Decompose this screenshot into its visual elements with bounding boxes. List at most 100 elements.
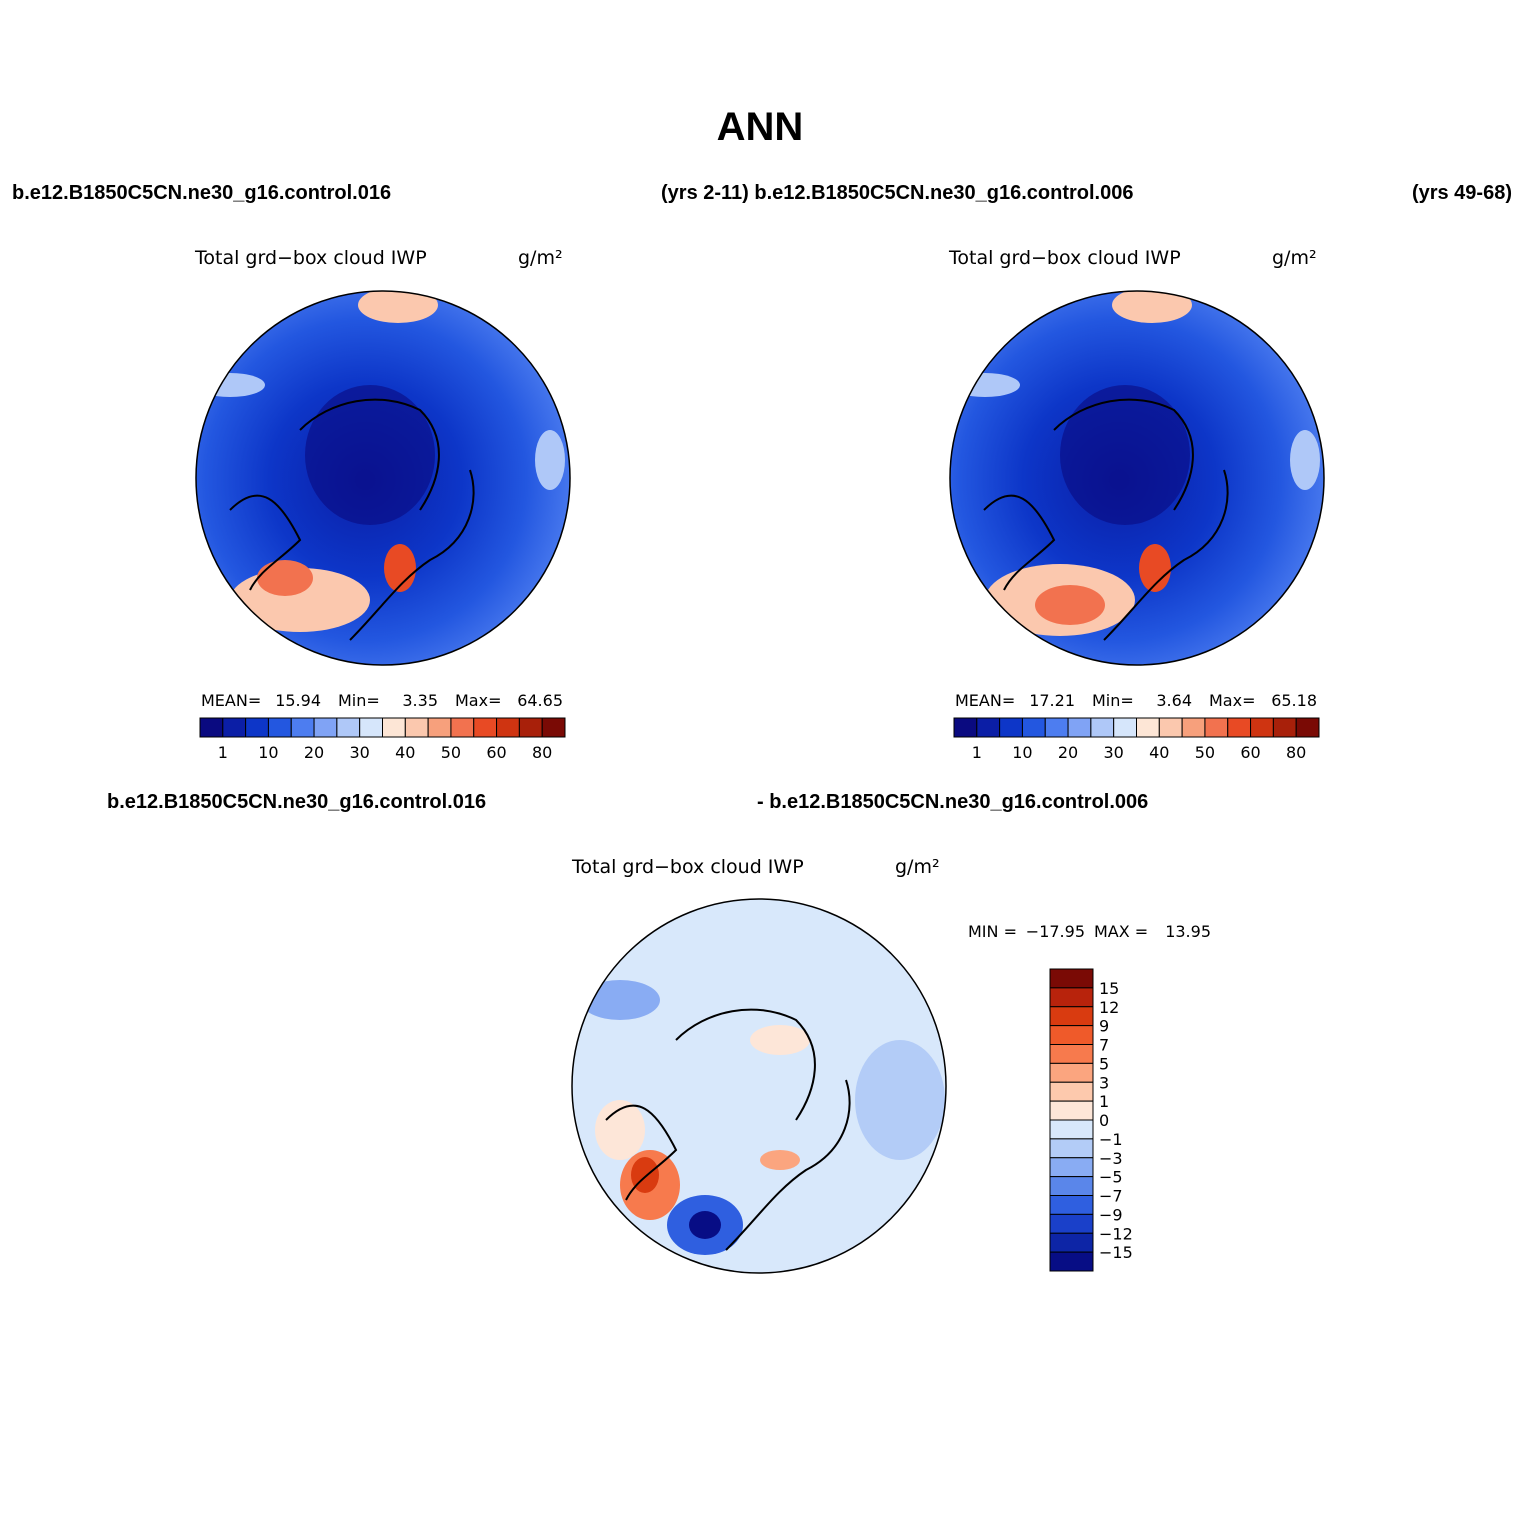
colorbar-box	[1049, 987, 1094, 1008]
colorbar-label: 80	[532, 743, 552, 762]
colorbar-box	[290, 717, 315, 738]
stat-label: MEAN=	[955, 691, 1015, 710]
figure-title: ANN	[717, 105, 804, 149]
colorbar-box	[999, 717, 1023, 738]
colorbar-box	[313, 717, 338, 738]
header-middle: (yrs 2-11) b.e12.B1850C5CN.ne30_g16.cont…	[661, 182, 1133, 204]
panel-title: Total grd−box cloud IWP	[571, 856, 804, 878]
panel-units: g/m²	[518, 247, 563, 269]
colorbar-label: −3	[1099, 1149, 1123, 1168]
colorbar-box	[496, 717, 520, 738]
colorbar-box	[267, 717, 292, 738]
colorbar-box	[1250, 717, 1274, 738]
colorbar-box	[359, 717, 383, 738]
colorbar-box	[1295, 717, 1320, 738]
stat-label: Min=	[1092, 691, 1134, 710]
colorbar-box	[1067, 717, 1092, 738]
diff-header-right: - b.e12.B1850C5CN.ne30_g16.control.006	[757, 791, 1148, 813]
colorbar-box	[1049, 1251, 1094, 1272]
stat-value: 17.21	[1029, 691, 1075, 710]
colorbar-label: 40	[395, 743, 415, 762]
colorbar-label: −12	[1099, 1224, 1133, 1243]
colorbar-box	[1049, 1213, 1094, 1234]
colorbar-label: 60	[486, 743, 506, 762]
stat-label: MEAN=	[201, 691, 261, 710]
colorbar-label: 30	[1104, 743, 1124, 762]
stat-value: 3.35	[402, 691, 438, 710]
colorbar-label: −1	[1099, 1130, 1123, 1149]
panel-title: Total grd−box cloud IWP	[948, 247, 1181, 269]
colorbar-box	[1272, 717, 1297, 738]
colorbar-label: 20	[304, 743, 324, 762]
colorbar-box	[1204, 717, 1229, 738]
colorbar-box	[976, 717, 1001, 738]
colorbar-box	[1049, 1195, 1094, 1215]
stat-label: MIN =	[968, 922, 1017, 941]
diff-header-left: b.e12.B1850C5CN.ne30_g16.control.016	[107, 791, 486, 813]
colorbar-label: 0	[1099, 1111, 1109, 1130]
colorbar-box	[199, 717, 224, 738]
stat-label: Max=	[455, 691, 501, 710]
map	[950, 291, 1324, 665]
colorbar-label: 5	[1099, 1054, 1109, 1073]
colorbar-box	[1049, 1081, 1094, 1102]
colorbar-box	[1049, 1119, 1094, 1140]
panel-units: g/m²	[1272, 247, 1317, 269]
colorbar-label: 40	[1149, 743, 1169, 762]
stat-value: 3.64	[1156, 691, 1192, 710]
colorbar-box	[427, 717, 452, 738]
colorbar-box	[382, 717, 406, 738]
colorbar-label: 1	[972, 743, 982, 762]
colorbar-box	[1049, 1044, 1094, 1064]
colorbar-box	[1049, 1062, 1094, 1083]
colorbar-label: 30	[350, 743, 370, 762]
colorbar-box	[1113, 717, 1137, 738]
map-border	[195, 290, 571, 666]
map-border	[571, 898, 947, 1274]
coastline	[605, 1008, 851, 1251]
colorbar-box	[1049, 1176, 1094, 1196]
colorbar-label: 7	[1099, 1036, 1109, 1055]
colorbar-box	[1044, 717, 1069, 738]
colorbar-box	[473, 717, 498, 738]
stat-label: MAX =	[1094, 922, 1148, 941]
colorbar-label: −7	[1099, 1187, 1123, 1206]
header-right: (yrs 49-68)	[1412, 182, 1512, 204]
colorbar-box	[1158, 717, 1183, 738]
colorbar-box	[518, 717, 543, 738]
colorbar-box	[1021, 717, 1046, 738]
stat-label: Min=	[338, 691, 380, 710]
coastline	[229, 398, 475, 641]
colorbar-box	[222, 717, 247, 738]
colorbar-label: 12	[1099, 998, 1119, 1017]
colorbar-label: 50	[1195, 743, 1215, 762]
colorbar-label: 60	[1240, 743, 1260, 762]
map	[196, 291, 570, 665]
colorbar-box	[1049, 1157, 1094, 1178]
colorbar-label: 80	[1286, 743, 1306, 762]
colorbar-label: −9	[1099, 1205, 1123, 1224]
colorbar-box	[1049, 968, 1094, 989]
colorbar-box	[1136, 717, 1160, 738]
stat-value: 13.95	[1165, 922, 1211, 941]
colorbar-label: 1	[218, 743, 228, 762]
colorbar-box	[404, 717, 429, 738]
colorbar-label: 50	[441, 743, 461, 762]
colorbar-label: −15	[1099, 1243, 1133, 1262]
colorbar-box	[1049, 1100, 1094, 1121]
colorbar-box	[336, 717, 361, 738]
colorbar-box	[1049, 1138, 1094, 1159]
colorbar-label: 9	[1099, 1017, 1109, 1036]
colorbar-box	[1227, 717, 1252, 738]
coastline	[983, 398, 1229, 641]
colorbar-label: 10	[258, 743, 278, 762]
colorbar-label: 10	[1012, 743, 1032, 762]
stat-value: −17.95	[1026, 922, 1085, 941]
colorbar-box	[1090, 717, 1115, 738]
stat-value: 15.94	[275, 691, 321, 710]
colorbar-box	[1181, 717, 1206, 738]
colorbar-box	[1049, 1025, 1094, 1045]
colorbar-box	[1049, 1006, 1094, 1027]
colorbar-box	[450, 717, 475, 738]
colorbar-box	[1049, 1232, 1094, 1253]
